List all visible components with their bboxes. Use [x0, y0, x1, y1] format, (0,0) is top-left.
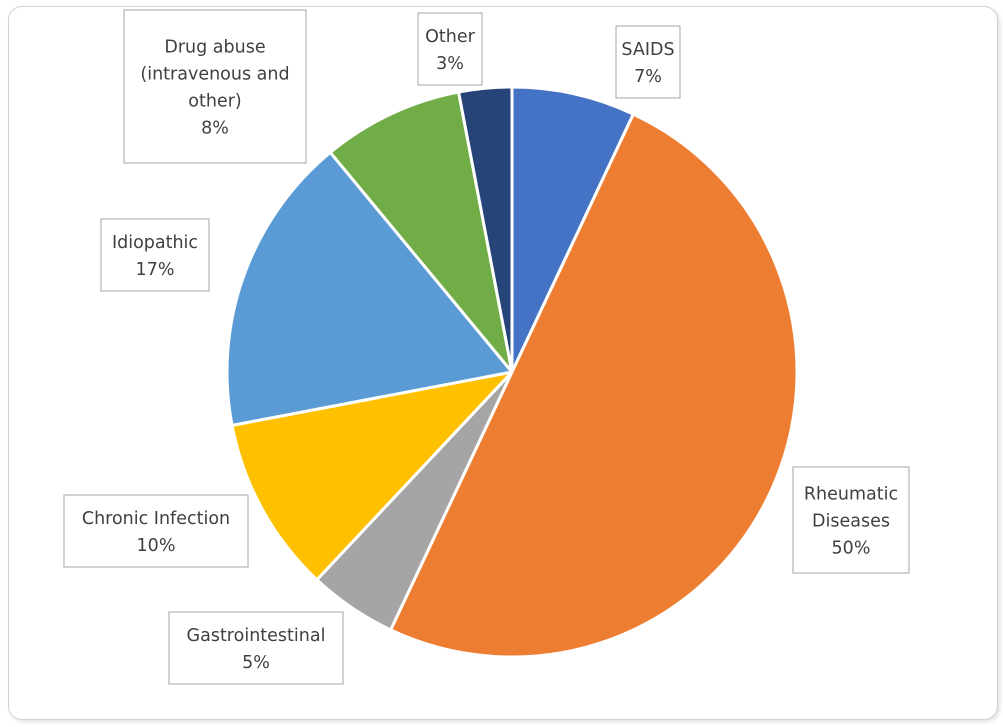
data-labels: SAIDS 7% Rheumatic Diseases 50% Gastrointesti… [63, 9, 910, 685]
data-label-idiopathic: Idiopathic 17% [100, 218, 210, 292]
data-label-category: Rheumatic Diseases [804, 485, 898, 532]
data-label-percent: 3% [436, 54, 464, 74]
data-label-percent: 17% [136, 260, 175, 280]
data-label-category: Other [425, 27, 475, 47]
data-label-box [615, 25, 681, 99]
pie-slice-rheumatic-diseases [389, 112, 799, 659]
data-label-rheumatic-diseases: Rheumatic Diseases 50% [792, 466, 910, 574]
data-label-category: Drug abuse (intravenous and other) [140, 38, 289, 112]
data-label-category: SAIDS [621, 40, 674, 60]
data-label-percent: 8% [201, 119, 229, 139]
data-label-box [792, 466, 910, 574]
data-label-percent: 7% [634, 67, 662, 87]
data-label-category: Gastrointestinal [187, 626, 326, 646]
data-label-box [100, 218, 210, 292]
data-label-saids: SAIDS 7% [615, 25, 681, 99]
data-label-percent: 10% [137, 536, 176, 556]
pie-slice-chronic-infection [230, 370, 514, 582]
pie-slice-saids [510, 85, 635, 374]
data-label-other: Other 3% [417, 12, 483, 86]
data-label-box [417, 12, 483, 86]
pie-slices [225, 85, 799, 659]
data-label-percent: 5% [242, 653, 270, 673]
data-label-drug-abuse-intravenous-and-other: Drug abuse (intravenous and other) 8% [123, 9, 307, 164]
data-label-category: Chronic Infection [82, 509, 230, 529]
data-label-gastrointestinal: Gastrointestinal 5% [168, 611, 344, 685]
data-label-box [123, 9, 307, 164]
pie-slice-other [457, 85, 514, 374]
pie-slice-idiopathic [225, 150, 514, 427]
data-label-percent: 50% [832, 539, 871, 559]
data-label-box [63, 494, 249, 568]
data-label-category: Idiopathic [112, 233, 198, 253]
pie-slice-drug-abuse-intravenous-and-other [328, 90, 514, 374]
data-label-box [168, 611, 344, 685]
data-label-chronic-infection: Chronic Infection 10% [63, 494, 249, 568]
